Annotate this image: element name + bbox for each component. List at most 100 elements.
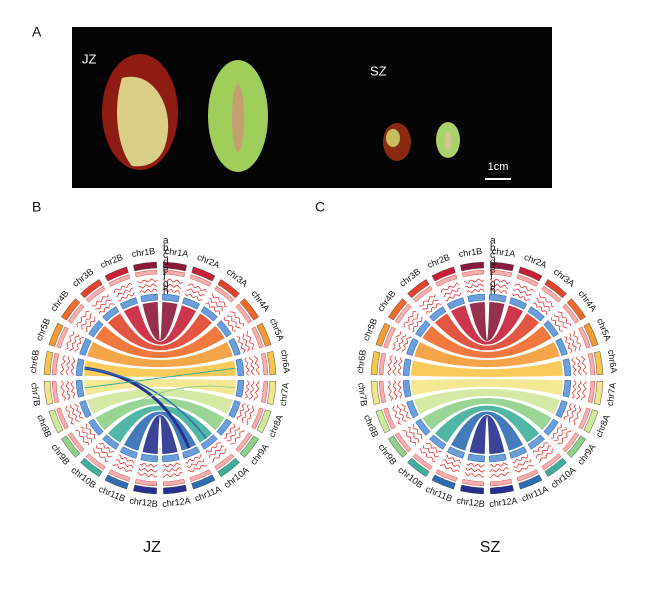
feature-track — [573, 405, 582, 426]
feature-track — [137, 471, 158, 478]
annotation-track — [134, 478, 158, 487]
gene-density-track — [79, 400, 92, 419]
annotation-track — [189, 469, 212, 482]
chromosome-ideogram — [104, 474, 129, 490]
chromosome-label: chr1B — [131, 246, 156, 259]
synteny-ribbon — [414, 388, 560, 415]
annotation-track — [214, 453, 235, 471]
feature-track — [412, 316, 423, 333]
feature-track — [571, 357, 577, 376]
annotation-track — [516, 469, 539, 482]
feature-track — [75, 429, 89, 446]
chromosome-ideogram — [375, 409, 391, 434]
annotation-track — [51, 352, 60, 376]
gene-density-track — [88, 320, 104, 338]
feature-track — [407, 426, 419, 443]
chromosome-ideogram — [80, 457, 103, 477]
panel-label: B — [32, 199, 41, 215]
feature-track — [185, 454, 202, 464]
feature-track — [442, 459, 461, 469]
annotation-track — [85, 453, 106, 471]
feature-track — [241, 404, 250, 423]
chromosome-ideogram — [61, 435, 81, 458]
chromosome-ideogram — [266, 351, 277, 375]
annotation-track — [235, 303, 253, 324]
gene-density-track — [509, 446, 528, 459]
feature-track — [550, 317, 563, 332]
synteny-ribbon — [142, 414, 178, 454]
feature-track — [244, 357, 250, 376]
feature-track — [205, 442, 222, 453]
feature-track — [532, 302, 548, 315]
gene-density-track — [415, 320, 431, 338]
gene-density-track — [102, 306, 120, 322]
chromosome-label: chr7B — [356, 382, 369, 407]
gene-density-track — [543, 418, 559, 436]
chromosome-label: chr12B — [129, 495, 159, 509]
feature-track — [139, 288, 158, 294]
chromosome-ideogram — [407, 279, 430, 299]
feature-track — [93, 448, 109, 462]
feature-track — [91, 294, 109, 307]
gene-density-track — [216, 320, 232, 338]
annotation-track — [412, 285, 433, 303]
feature-track — [113, 282, 133, 293]
feature-track — [392, 380, 398, 400]
feature-track — [538, 448, 554, 463]
gene-density-track — [162, 293, 180, 303]
synteny-ribbon — [414, 341, 560, 368]
annotation-track — [562, 432, 580, 453]
chromosome-label: chr6A — [606, 349, 619, 374]
chromosome-ideogram — [191, 266, 216, 282]
feature-track — [536, 445, 552, 459]
annotation-track — [134, 269, 158, 278]
track-letter: b — [163, 243, 169, 254]
feature-track — [553, 426, 567, 442]
track-letter: c — [163, 250, 168, 261]
annotation-track — [162, 269, 186, 278]
feature-track — [387, 355, 393, 376]
annotation-track — [251, 326, 264, 349]
track-letter: a — [163, 236, 169, 247]
feature-track — [118, 292, 135, 302]
feature-track — [60, 355, 66, 376]
feature-track — [85, 316, 96, 333]
annotation-track — [578, 407, 591, 430]
gene-density-track — [75, 380, 85, 398]
chromosome-label: chr7A — [278, 382, 291, 407]
feature-track — [396, 404, 407, 422]
gene-density-track — [562, 358, 572, 376]
feature-track — [463, 278, 485, 284]
chromosome-ideogram — [388, 298, 408, 321]
panel-label: A — [32, 24, 42, 40]
chromosome-ideogram — [490, 261, 514, 272]
feature-track — [553, 314, 568, 329]
synteny-ribbon — [123, 411, 197, 451]
feature-track — [209, 297, 224, 312]
feature-track — [81, 313, 92, 330]
feature-track — [489, 288, 508, 294]
panel-caption: SZ — [480, 539, 501, 556]
feature-track — [392, 331, 402, 350]
chromosome-ideogram — [133, 484, 157, 495]
chromosome-label: chr12A — [162, 495, 192, 509]
feature-track — [223, 423, 235, 439]
gene-density-track — [162, 453, 180, 463]
gene-density-track — [235, 358, 245, 376]
annotation-track — [251, 407, 264, 430]
feature-track — [65, 331, 75, 350]
chromosome-ideogram — [239, 298, 259, 321]
chromosome-ideogram — [163, 484, 187, 495]
feature-track — [205, 302, 221, 315]
track-letter: f — [490, 272, 493, 283]
gene-density-track — [119, 297, 138, 310]
feature-track — [95, 299, 112, 310]
chromosome-ideogram — [43, 381, 54, 405]
annotation-track — [435, 274, 458, 287]
feature-track — [69, 334, 79, 352]
track-letter: g — [490, 279, 496, 290]
feature-track — [445, 292, 462, 302]
annotation-track — [541, 285, 562, 303]
feature-track — [186, 459, 205, 468]
